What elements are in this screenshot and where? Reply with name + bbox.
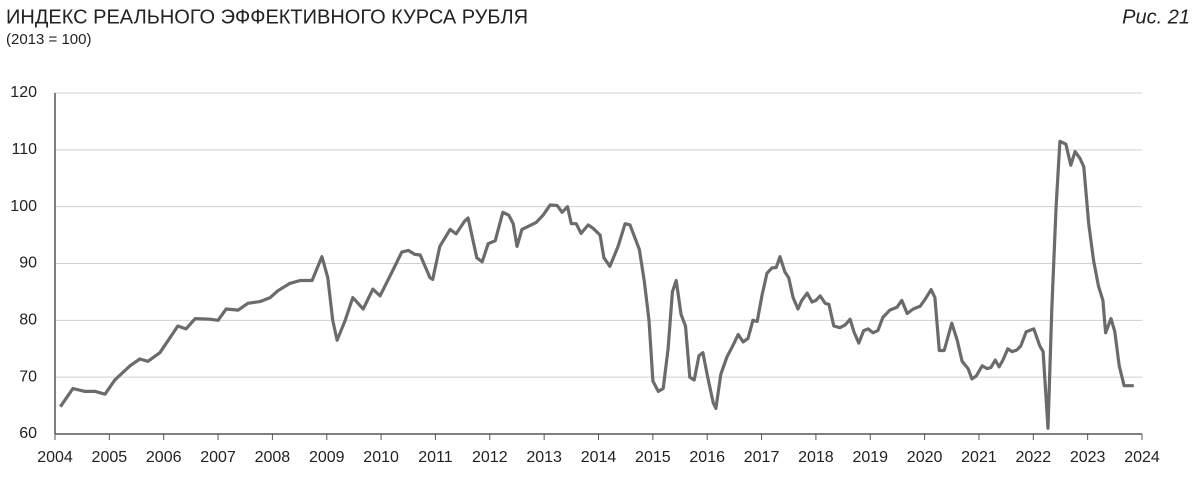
x-tick-label: 2023 (1070, 449, 1106, 466)
x-tick-label: 2013 (526, 449, 562, 466)
y-tick-label: 80 (19, 312, 37, 329)
x-tick-label: 2008 (255, 449, 291, 466)
y-tick-label: 110 (11, 141, 37, 158)
x-tick-label: 2019 (852, 449, 888, 466)
data-line (59, 139, 1134, 430)
chart-title: ИНДЕКС РЕАЛЬНОГО ЭФФЕКТИВНОГО КУРСА РУБЛ… (6, 6, 528, 28)
x-tick-label: 2014 (581, 449, 617, 466)
x-tick-label: 2011 (418, 449, 453, 466)
y-tick-label: 70 (19, 368, 37, 385)
x-tick-label: 2006 (146, 449, 182, 466)
x-tick-label: 2015 (635, 449, 671, 466)
y-tick-label: 60 (19, 425, 37, 442)
x-tick-label: 2007 (200, 449, 236, 466)
x-tick-label: 2009 (309, 449, 345, 466)
x-tick-label: 2021 (961, 449, 997, 466)
y-tick-label: 90 (19, 255, 37, 272)
x-tick-label: 2004 (37, 449, 73, 466)
y-tick-label: 120 (10, 84, 37, 101)
x-tick-label: 2005 (92, 449, 128, 466)
figure-label: Рис. 21 (1122, 6, 1190, 28)
x-tick-label: 2018 (798, 449, 834, 466)
x-tick-label: 2024 (1124, 449, 1160, 466)
x-tick-label: 2010 (363, 449, 399, 466)
y-tick-label: 100 (10, 198, 37, 215)
x-tick-label: 2012 (472, 449, 508, 466)
chart-subtitle: (2013 = 100) (6, 31, 91, 48)
x-tick-label: 2016 (689, 449, 725, 466)
x-tick-label: 2017 (744, 449, 780, 466)
x-tick-label: 2020 (907, 449, 943, 466)
x-tick-label: 2022 (1016, 449, 1052, 466)
